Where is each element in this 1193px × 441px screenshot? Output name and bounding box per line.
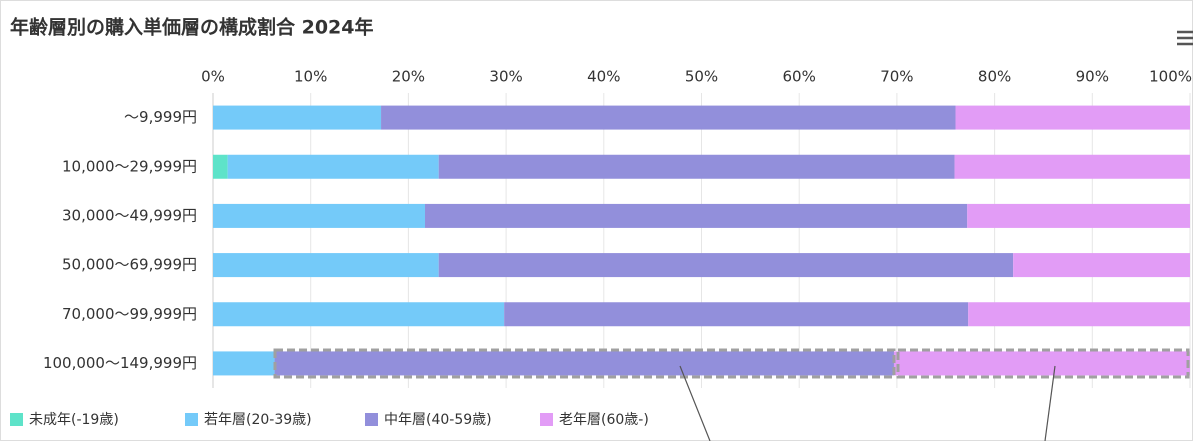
bar-segment [213,154,228,179]
bar-segment [955,105,1190,130]
legend-swatch [185,413,198,426]
x-tick-label: 80% [978,68,1011,86]
bar-segment [213,253,439,278]
y-tick-label: ～9,999円 [124,108,197,126]
bar-segment [893,351,1190,376]
menu-icon[interactable] [1177,30,1193,46]
bar-segment [425,203,968,228]
x-tick-label: 0% [201,68,225,86]
x-tick-label: 10% [294,68,327,86]
bar-segment [227,154,439,179]
y-tick-label: 30,000～49,999円 [62,206,197,224]
x-tick-label: 100% [1149,68,1192,86]
x-tick-label: 60% [783,68,816,86]
x-tick-label: 30% [489,68,522,86]
legend-label: 未成年(-19歳) [29,412,119,428]
x-tick-label: 20% [392,68,425,86]
bar-segment [438,253,1014,278]
bar-segment [967,203,1190,228]
x-tick-label: 90% [1076,68,1109,86]
bar-segment [504,302,969,327]
legend-swatch [365,413,378,426]
chart-title: 年齢層別の購入単価層の構成割合 2024年 [10,16,374,39]
y-tick-label: 50,000～69,999円 [62,256,197,274]
bar-segment [213,105,382,130]
bar-segment [1013,253,1190,278]
highlight [273,348,1190,441]
legend-label: 若年層(20-39歳) [204,412,312,428]
bar-segment [213,302,505,327]
y-tick-label: 100,000～149,999円 [43,354,197,372]
bar-segment [968,302,1190,327]
bar-segment [381,105,956,130]
bar-segment [213,203,426,228]
bar-segment [954,154,1190,179]
legend-label: 老年層(60歳-) [559,412,649,428]
bar-segment [274,351,894,376]
x-tick-label: 50% [685,68,718,86]
y-tick-label: 70,000～99,999円 [62,305,197,323]
y-tick-label: 10,000～29,999円 [62,157,197,175]
bar-segment [213,351,275,376]
legend-swatch [540,413,553,426]
legend-swatch [10,413,23,426]
bar-segment [438,154,955,179]
x-tick-label: 40% [587,68,620,86]
x-tick-label: 70% [880,68,913,86]
legend-label: 中年層(40-59歳) [384,412,492,428]
